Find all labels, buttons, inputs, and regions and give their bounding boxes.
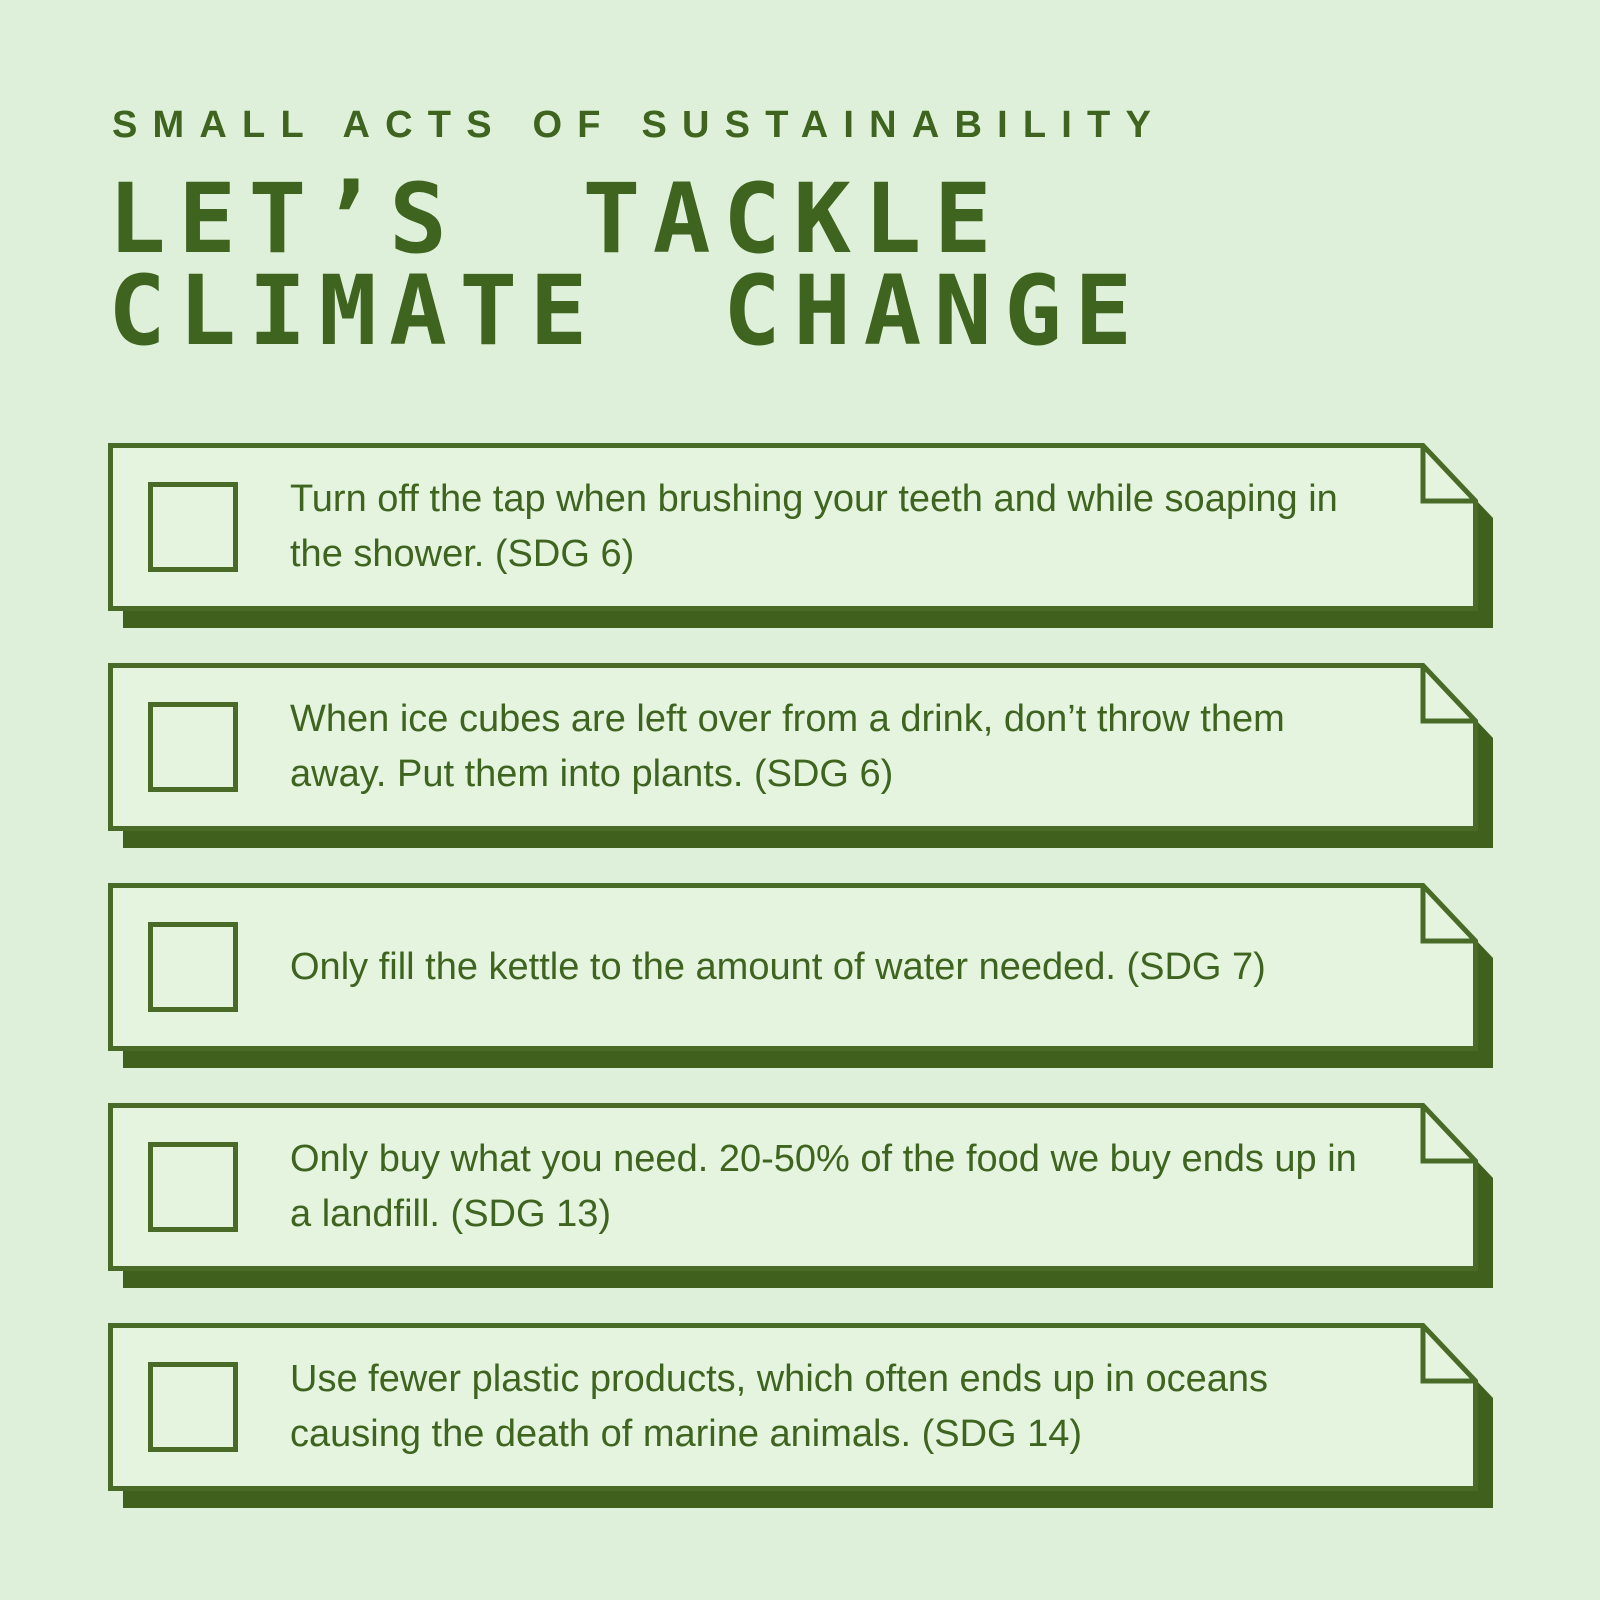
card-content: Only buy what you need. 20-50% of the fo…	[108, 1103, 1478, 1271]
page-title: LET’S TACKLE CLIMATE CHANGE	[108, 163, 1600, 367]
folded-corner-icon	[1420, 665, 1476, 724]
eyebrow-text: SMALL ACTS OF SUSTAINABILITY	[112, 104, 1166, 146]
checkbox[interactable]	[148, 1362, 238, 1452]
card-body-shape	[108, 663, 1478, 831]
checklist: Turn off the tap when brushing your teet…	[108, 443, 1600, 1508]
checkbox[interactable]	[148, 702, 238, 792]
card-content: Use fewer plastic products, which often …	[108, 1323, 1478, 1491]
card-content: Only fill the kettle to the amount of wa…	[108, 883, 1478, 1051]
folded-corner-icon	[1420, 445, 1476, 504]
checklist-item-text: Use fewer plastic products, which often …	[290, 1358, 1268, 1455]
card-frame-graphic	[108, 663, 1493, 848]
checkbox[interactable]	[148, 482, 238, 572]
header: SMALL ACTS OF SUSTAINABILITY LET’S TACKL…	[108, 104, 1600, 367]
card-content: When ice cubes are left over from a drin…	[108, 663, 1478, 831]
checkbox[interactable]	[148, 922, 238, 1012]
title-line-2: CLIMATE CHANGE	[108, 255, 1145, 367]
checklist-item-text: Only fill the kettle to the amount of wa…	[290, 945, 1266, 988]
card-body-shape	[108, 883, 1478, 1051]
card-body-shape	[108, 1323, 1478, 1491]
folded-corner-icon	[1420, 1105, 1476, 1164]
checklist-item: Only fill the kettle to the amount of wa…	[108, 883, 1493, 1068]
folded-corner-icon	[1420, 1325, 1476, 1384]
folded-corner-icon	[1420, 885, 1476, 944]
card-body-shape	[108, 1103, 1478, 1271]
checkbox[interactable]	[148, 1142, 238, 1232]
card-frame-graphic	[108, 1323, 1493, 1508]
checklist-item: When ice cubes are left over from a drin…	[108, 663, 1493, 848]
card-frame-graphic	[108, 883, 1493, 1068]
checklist-item-text: Only buy what you need. 20-50% of the fo…	[290, 1138, 1357, 1235]
card-content: Turn off the tap when brushing your teet…	[108, 443, 1478, 611]
checklist-item: Only buy what you need. 20-50% of the fo…	[108, 1103, 1493, 1288]
checklist-item-text: When ice cubes are left over from a drin…	[290, 698, 1285, 795]
card-frame-graphic	[108, 443, 1493, 628]
checklist-item-text: Turn off the tap when brushing your teet…	[290, 478, 1338, 575]
title-line-1: LET’S TACKLE	[108, 163, 1005, 275]
card-frame-graphic	[108, 1103, 1493, 1288]
checklist-item: Use fewer plastic products, which often …	[108, 1323, 1493, 1508]
card-body-shape	[108, 443, 1478, 611]
checklist-item: Turn off the tap when brushing your teet…	[108, 443, 1493, 628]
